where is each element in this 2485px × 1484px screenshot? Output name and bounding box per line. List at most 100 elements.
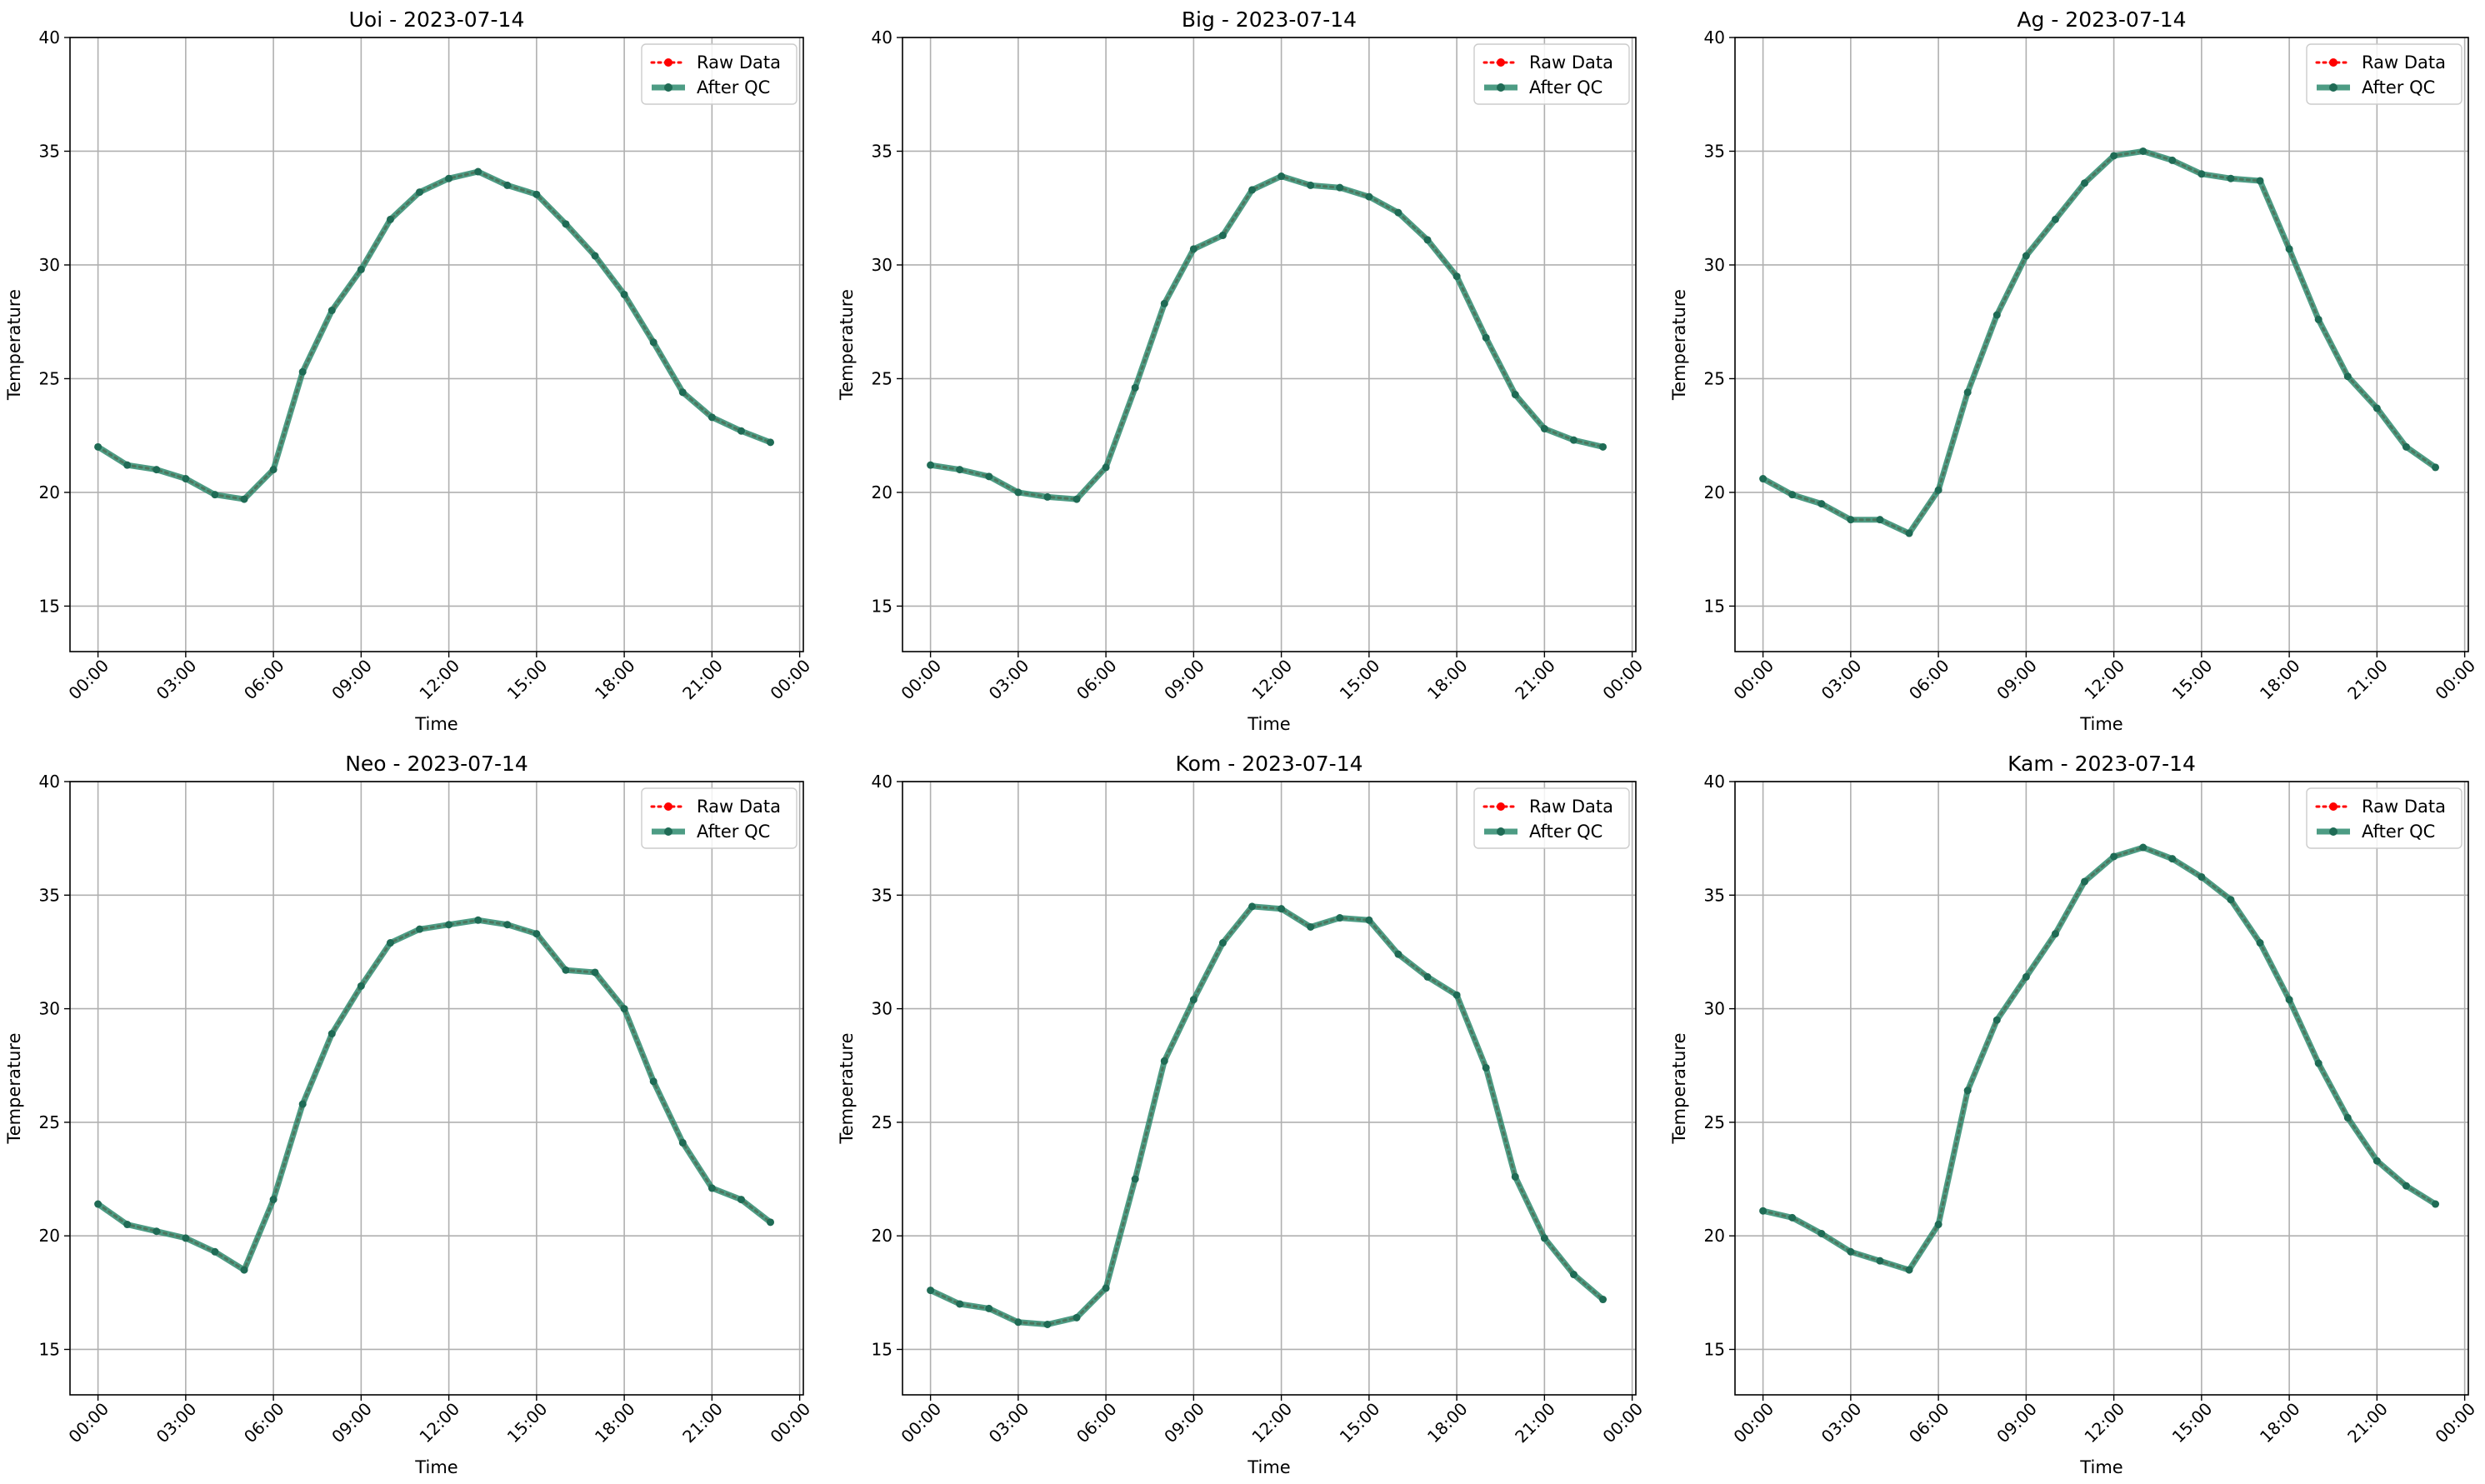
after-qc-point bbox=[152, 466, 161, 474]
after-qc-point bbox=[2139, 147, 2148, 155]
after-qc-point bbox=[2402, 1182, 2410, 1190]
plot-frame bbox=[69, 781, 804, 1396]
after-qc-point bbox=[2168, 855, 2177, 863]
y-tick-label: 30 bbox=[872, 255, 892, 275]
after-qc-point bbox=[1963, 1087, 1972, 1095]
after-qc-point bbox=[503, 921, 512, 929]
x-tick-label: 15:00 bbox=[1336, 656, 1384, 704]
y-tick-label: 40 bbox=[872, 772, 892, 792]
y-axis-label: Temperature bbox=[1669, 1032, 1689, 1144]
after-qc-point bbox=[2139, 843, 2148, 852]
after-qc-point bbox=[1905, 1266, 1913, 1274]
plot-frame bbox=[902, 37, 1637, 652]
plot-frame bbox=[902, 781, 1637, 1396]
legend-raw-marker bbox=[664, 58, 672, 67]
after-qc-point bbox=[211, 491, 219, 499]
legend-qc-label: After QC bbox=[1529, 77, 1602, 97]
after-qc-point bbox=[1847, 516, 1855, 524]
legend-qc-label: After QC bbox=[2362, 822, 2435, 842]
after-qc-point bbox=[1934, 486, 1942, 494]
after-qc-point bbox=[1599, 442, 1608, 451]
y-tick-label: 35 bbox=[39, 141, 60, 161]
after-qc-point bbox=[1818, 500, 1826, 508]
x-tick-label: 12:00 bbox=[1248, 1399, 1296, 1447]
after-qc-point bbox=[1992, 1016, 2001, 1024]
after-qc-point bbox=[2314, 315, 2322, 323]
after-qc-point bbox=[649, 338, 658, 347]
after-qc-point bbox=[1218, 231, 1227, 239]
after-qc-point bbox=[94, 1200, 102, 1208]
legend-raw-label: Raw Data bbox=[2362, 797, 2446, 817]
x-tick-label: 21:00 bbox=[678, 1399, 727, 1447]
x-tick-label: 09:00 bbox=[328, 1399, 376, 1447]
after-qc-point bbox=[2168, 156, 2177, 164]
y-tick-label: 30 bbox=[872, 999, 892, 1019]
y-tick-label: 15 bbox=[872, 1339, 892, 1359]
after-qc-point bbox=[2402, 442, 2410, 451]
after-qc-point bbox=[1043, 492, 1052, 501]
after-qc-point bbox=[649, 1077, 658, 1086]
x-tick-label: 18:00 bbox=[591, 656, 639, 704]
x-tick-label: 15:00 bbox=[503, 1399, 552, 1447]
chart-title: Ag - 2023-07-14 bbox=[2017, 7, 2186, 32]
after-qc-line bbox=[928, 173, 1606, 502]
y-tick-label: 35 bbox=[872, 141, 892, 161]
chart-panel-2: 15 20 25 30 35 40 00:00 03:00 06:00 09:00 12:00 15:… bbox=[837, 7, 1647, 734]
after-qc-point bbox=[1189, 996, 1198, 1004]
y-tick-label: 20 bbox=[39, 1226, 60, 1246]
raw-data-line bbox=[97, 170, 772, 501]
legend-qc-marker bbox=[664, 827, 672, 836]
after-qc-point bbox=[562, 966, 570, 974]
y-tick-label: 20 bbox=[872, 482, 892, 502]
after-qc-point bbox=[1336, 914, 1344, 922]
after-qc-point bbox=[474, 916, 482, 924]
y-tick-label: 30 bbox=[39, 255, 60, 275]
x-tick-label: 21:00 bbox=[1511, 1399, 1559, 1447]
after-qc-point bbox=[1278, 172, 1286, 181]
y-axis-label: Temperature bbox=[837, 1032, 857, 1144]
raw-data-line bbox=[97, 918, 772, 1272]
after-qc-point bbox=[1160, 1057, 1168, 1065]
after-qc-line bbox=[928, 903, 1606, 1327]
after-qc-point bbox=[298, 1100, 307, 1108]
after-qc-point bbox=[1876, 1257, 1884, 1265]
after-qc-point bbox=[2110, 852, 2118, 861]
after-qc-point bbox=[357, 265, 365, 273]
x-axis-label: Time bbox=[414, 1457, 458, 1477]
after-qc-point bbox=[678, 1138, 687, 1147]
x-tick-label: 12:00 bbox=[1248, 656, 1296, 704]
y-tick-label: 25 bbox=[872, 368, 892, 388]
legend-raw-marker bbox=[2329, 802, 2338, 811]
chart-title: Kom - 2023-07-14 bbox=[1176, 752, 1363, 776]
y-tick-label: 20 bbox=[872, 1226, 892, 1246]
after-qc-point bbox=[2343, 372, 2352, 381]
x-tick-label: 00:00 bbox=[2431, 656, 2479, 704]
after-qc-line bbox=[95, 917, 773, 1273]
after-qc-point bbox=[1569, 436, 1578, 444]
after-qc-point bbox=[2051, 215, 2059, 223]
x-tick-label: 00:00 bbox=[897, 1399, 945, 1447]
x-tick-label: 00:00 bbox=[1729, 1399, 1778, 1447]
raw-data-line bbox=[929, 905, 1604, 1327]
y-axis-label: Temperature bbox=[4, 289, 24, 401]
chart-panel-5: 15 20 25 30 35 40 00:00 03:00 06:00 09:00 12:00 15:… bbox=[837, 752, 1647, 1477]
legend-qc-marker bbox=[1497, 83, 1505, 92]
after-qc-point bbox=[2081, 877, 2089, 886]
y-tick-label: 30 bbox=[39, 999, 60, 1019]
after-qc-line bbox=[1760, 844, 2438, 1273]
y-tick-label: 25 bbox=[39, 1112, 60, 1132]
after-qc-point bbox=[767, 1218, 775, 1227]
after-qc-point bbox=[1394, 950, 1402, 958]
chart-title: Big - 2023-07-14 bbox=[1182, 7, 1357, 32]
x-tick-label: 00:00 bbox=[64, 656, 112, 704]
x-tick-label: 00:00 bbox=[2431, 1399, 2479, 1447]
after-qc-point bbox=[737, 427, 745, 435]
after-qc-point bbox=[2051, 930, 2059, 938]
after-qc-point bbox=[269, 1196, 278, 1204]
x-tick-label: 03:00 bbox=[985, 656, 1033, 704]
y-tick-label: 15 bbox=[39, 1339, 60, 1359]
after-qc-point bbox=[956, 466, 964, 474]
x-tick-label: 06:00 bbox=[1072, 656, 1121, 704]
legend-qc-marker bbox=[2329, 827, 2338, 836]
after-qc-line bbox=[95, 168, 773, 502]
